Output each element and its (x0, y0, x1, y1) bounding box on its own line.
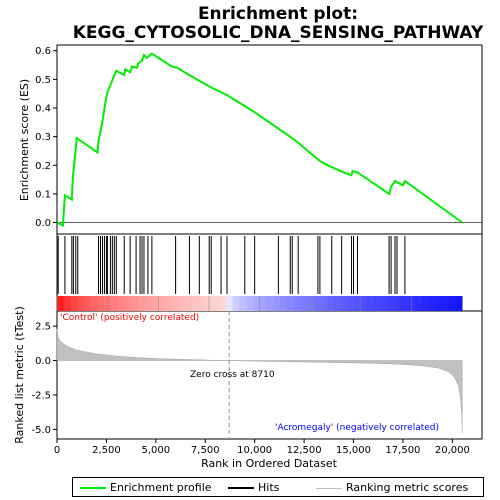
correlation-band-segment (435, 296, 443, 311)
correlation-band-segment (232, 296, 240, 311)
correlation-band-segment (340, 296, 348, 311)
metric-y-tick-label: 0.0 (35, 356, 51, 367)
chart-title-line1: Enrichment plot: (198, 4, 358, 24)
correlation-band-segment (313, 296, 321, 311)
es-y-tick-label: 0.4 (35, 104, 51, 115)
correlation-band-segment (246, 296, 254, 311)
es-y-tick-label: 0.0 (35, 218, 51, 229)
metric-y-tick-label: 2.5 (35, 322, 51, 333)
correlation-band-segment (124, 296, 132, 311)
correlation-band-segment (63, 296, 72, 311)
es-y-tick-label: 0.5 (35, 75, 51, 86)
correlation-band-segment (90, 296, 99, 311)
correlation-band-segment (327, 296, 335, 311)
correlation-band-segment (333, 296, 342, 311)
correlation-band-segment (354, 296, 362, 311)
correlation-band-segment (185, 296, 193, 311)
correlation-band-segment (381, 296, 389, 311)
chart-title-line2: KEGG_CYTOSOLIC_DNA_SENSING_PATHWAY (73, 23, 484, 43)
x-axis-label: Rank in Ordered Dataset (201, 457, 338, 470)
correlation-band-segment (212, 296, 220, 311)
correlation-band-segment (320, 296, 328, 311)
correlation-band-segment (198, 296, 207, 311)
correlation-band-segment (171, 296, 180, 311)
y-axis-label-metric: Ranked list metric (tTest) (13, 306, 26, 443)
correlation-band-segment (455, 296, 463, 311)
correlation-band-segment (441, 296, 450, 311)
x-tick-label: 2,500 (92, 445, 121, 456)
correlation-band-segment (394, 296, 402, 311)
legend-item-enrichment: Enrichment profile (80, 481, 212, 494)
correlation-band-segment (347, 296, 355, 311)
correlation-band-segment (225, 296, 234, 311)
metric-y-tick-label: -5.0 (31, 425, 51, 436)
correlation-band-segment (374, 296, 382, 311)
x-tick-label: 5,000 (142, 445, 171, 456)
correlation-band-segment (77, 296, 85, 311)
zero-cross-label: Zero cross at 8710 (190, 370, 275, 380)
correlation-band-segment (158, 296, 166, 311)
correlation-band-segment (252, 296, 261, 311)
correlation-band-segment (178, 296, 186, 311)
enrichment-profile-line (56, 52, 463, 227)
legend-label-enrichment: Enrichment profile (110, 481, 212, 494)
correlation-band-segment (138, 296, 146, 311)
correlation-band-segment (421, 296, 429, 311)
x-tick-label: 17,500 (385, 445, 420, 456)
correlation-band-segment (131, 296, 139, 311)
es-y-tick-label: 0.2 (35, 161, 51, 172)
x-tick-label: 0 (54, 445, 60, 456)
correlation-band-segment (279, 296, 288, 311)
correlation-band-segment (414, 296, 423, 311)
negative-correlation-label: 'Acromegaly' (negatively correlated) (275, 423, 439, 433)
legend-item-ranking: Ranking metric scores (316, 481, 468, 494)
legend-item-hits: Hits (228, 481, 279, 494)
legend-swatch-ranking (316, 487, 342, 489)
correlation-band-segment (111, 296, 119, 311)
correlation-band-segment (84, 296, 92, 311)
es-y-tick-label: 0.3 (35, 132, 51, 143)
correlation-band-segment (428, 296, 436, 311)
x-tick-label: 7,500 (191, 445, 220, 456)
legend-swatch-hits (228, 487, 254, 489)
legend-swatch-enrichment (80, 487, 106, 489)
ranking-metric-area (56, 328, 463, 434)
es-y-tick-label: 0.1 (35, 189, 51, 200)
correlation-band-segment (448, 296, 456, 311)
correlation-band-segment (300, 296, 308, 311)
chart-legend: Enrichment profile Hits Ranking metric s… (72, 477, 484, 497)
x-tick-label: 12,500 (287, 445, 322, 456)
correlation-band-segment (259, 296, 267, 311)
y-axis-label-es: Enrichment score (ES) (18, 79, 31, 201)
x-tick-label: 15,000 (336, 445, 371, 456)
es-y-tick-label: 0.6 (35, 46, 51, 57)
correlation-band-segment (387, 296, 396, 311)
x-tick-label: 20,000 (435, 445, 470, 456)
correlation-band-segment (70, 296, 78, 311)
correlation-band-segment (97, 296, 105, 311)
correlation-band-segment (165, 296, 173, 311)
correlation-band-segment (286, 296, 294, 311)
correlation-band-segment (219, 296, 227, 311)
correlation-band-segment (401, 296, 409, 311)
correlation-band-segment (293, 296, 301, 311)
correlation-band-segment (239, 296, 247, 311)
correlation-band-segment (360, 296, 369, 311)
legend-label-hits: Hits (258, 481, 280, 494)
legend-label-ranking: Ranking metric scores (346, 481, 469, 494)
correlation-band-segment (273, 296, 281, 311)
correlation-band-segment (57, 296, 65, 311)
correlation-band-segment (367, 296, 375, 311)
metric-y-tick-label: -2.5 (31, 390, 51, 401)
x-tick-label: 10,000 (237, 445, 272, 456)
correlation-band-segment (266, 296, 274, 311)
correlation-band-segment (117, 296, 126, 311)
positive-correlation-label: 'Control' (positively correlated) (60, 313, 199, 323)
correlation-band-segment (144, 296, 153, 311)
correlation-band-segment (151, 296, 159, 311)
correlation-band-segment (192, 296, 200, 311)
